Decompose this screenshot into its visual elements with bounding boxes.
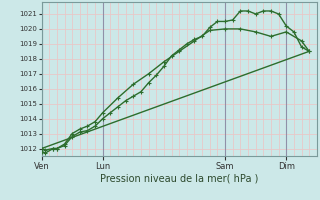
X-axis label: Pression niveau de la mer( hPa ): Pression niveau de la mer( hPa )	[100, 173, 258, 183]
